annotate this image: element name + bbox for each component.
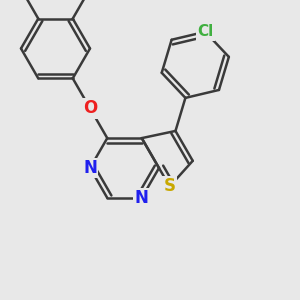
Text: S: S: [164, 178, 176, 196]
Text: N: N: [135, 189, 149, 207]
Text: O: O: [83, 99, 97, 117]
Text: N: N: [83, 159, 97, 177]
Text: Cl: Cl: [197, 24, 213, 39]
